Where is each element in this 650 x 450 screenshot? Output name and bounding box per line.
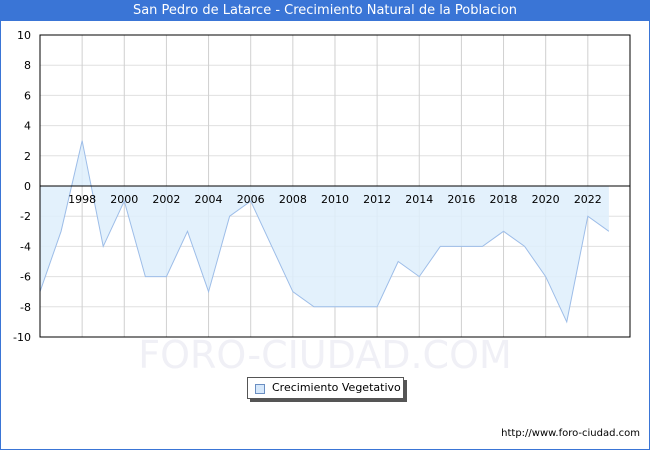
legend-swatch-icon bbox=[255, 384, 265, 394]
y-tick-label: 8 bbox=[24, 59, 31, 72]
area-fill bbox=[40, 140, 609, 322]
x-tick-label: 2016 bbox=[447, 193, 475, 206]
y-tick-label: -4 bbox=[20, 240, 31, 253]
y-tick-label: 10 bbox=[17, 29, 31, 42]
series-line bbox=[39, 140, 610, 324]
plot-border bbox=[39, 34, 631, 338]
x-tick-label: 2014 bbox=[405, 193, 433, 206]
x-tick-label: 2022 bbox=[574, 193, 602, 206]
y-tick-label: 2 bbox=[24, 150, 31, 163]
y-tick-label: -8 bbox=[20, 301, 31, 314]
legend: Crecimiento Vegetativo bbox=[247, 377, 404, 399]
x-tick-label: 2004 bbox=[195, 193, 223, 206]
y-tick-label: -2 bbox=[20, 210, 31, 223]
x-tick-label: 1998 bbox=[68, 193, 96, 206]
x-tick-label: 2020 bbox=[532, 193, 560, 206]
y-tick-label: 0 bbox=[24, 180, 31, 193]
x-tick-label: 2006 bbox=[237, 193, 265, 206]
watermark: FORO-CIUDAD.COM bbox=[138, 333, 512, 377]
y-tick-label: -10 bbox=[13, 331, 31, 344]
chart-title: San Pedro de Latarce - Crecimiento Natur… bbox=[0, 0, 650, 21]
legend-label: Crecimiento Vegetativo bbox=[272, 381, 401, 394]
y-tick-label: -6 bbox=[20, 271, 31, 284]
footer-url: http://www.foro-ciudad.com bbox=[501, 428, 640, 439]
x-tick-label: 2000 bbox=[110, 193, 138, 206]
x-tick-label: 2008 bbox=[279, 193, 307, 206]
y-tick-label: 4 bbox=[24, 120, 31, 133]
x-tick-label: 2012 bbox=[363, 193, 391, 206]
x-tick-label: 2010 bbox=[321, 193, 349, 206]
y-tick-label: 6 bbox=[24, 89, 31, 102]
x-tick-label: 2002 bbox=[152, 193, 180, 206]
x-tick-label: 2018 bbox=[490, 193, 518, 206]
